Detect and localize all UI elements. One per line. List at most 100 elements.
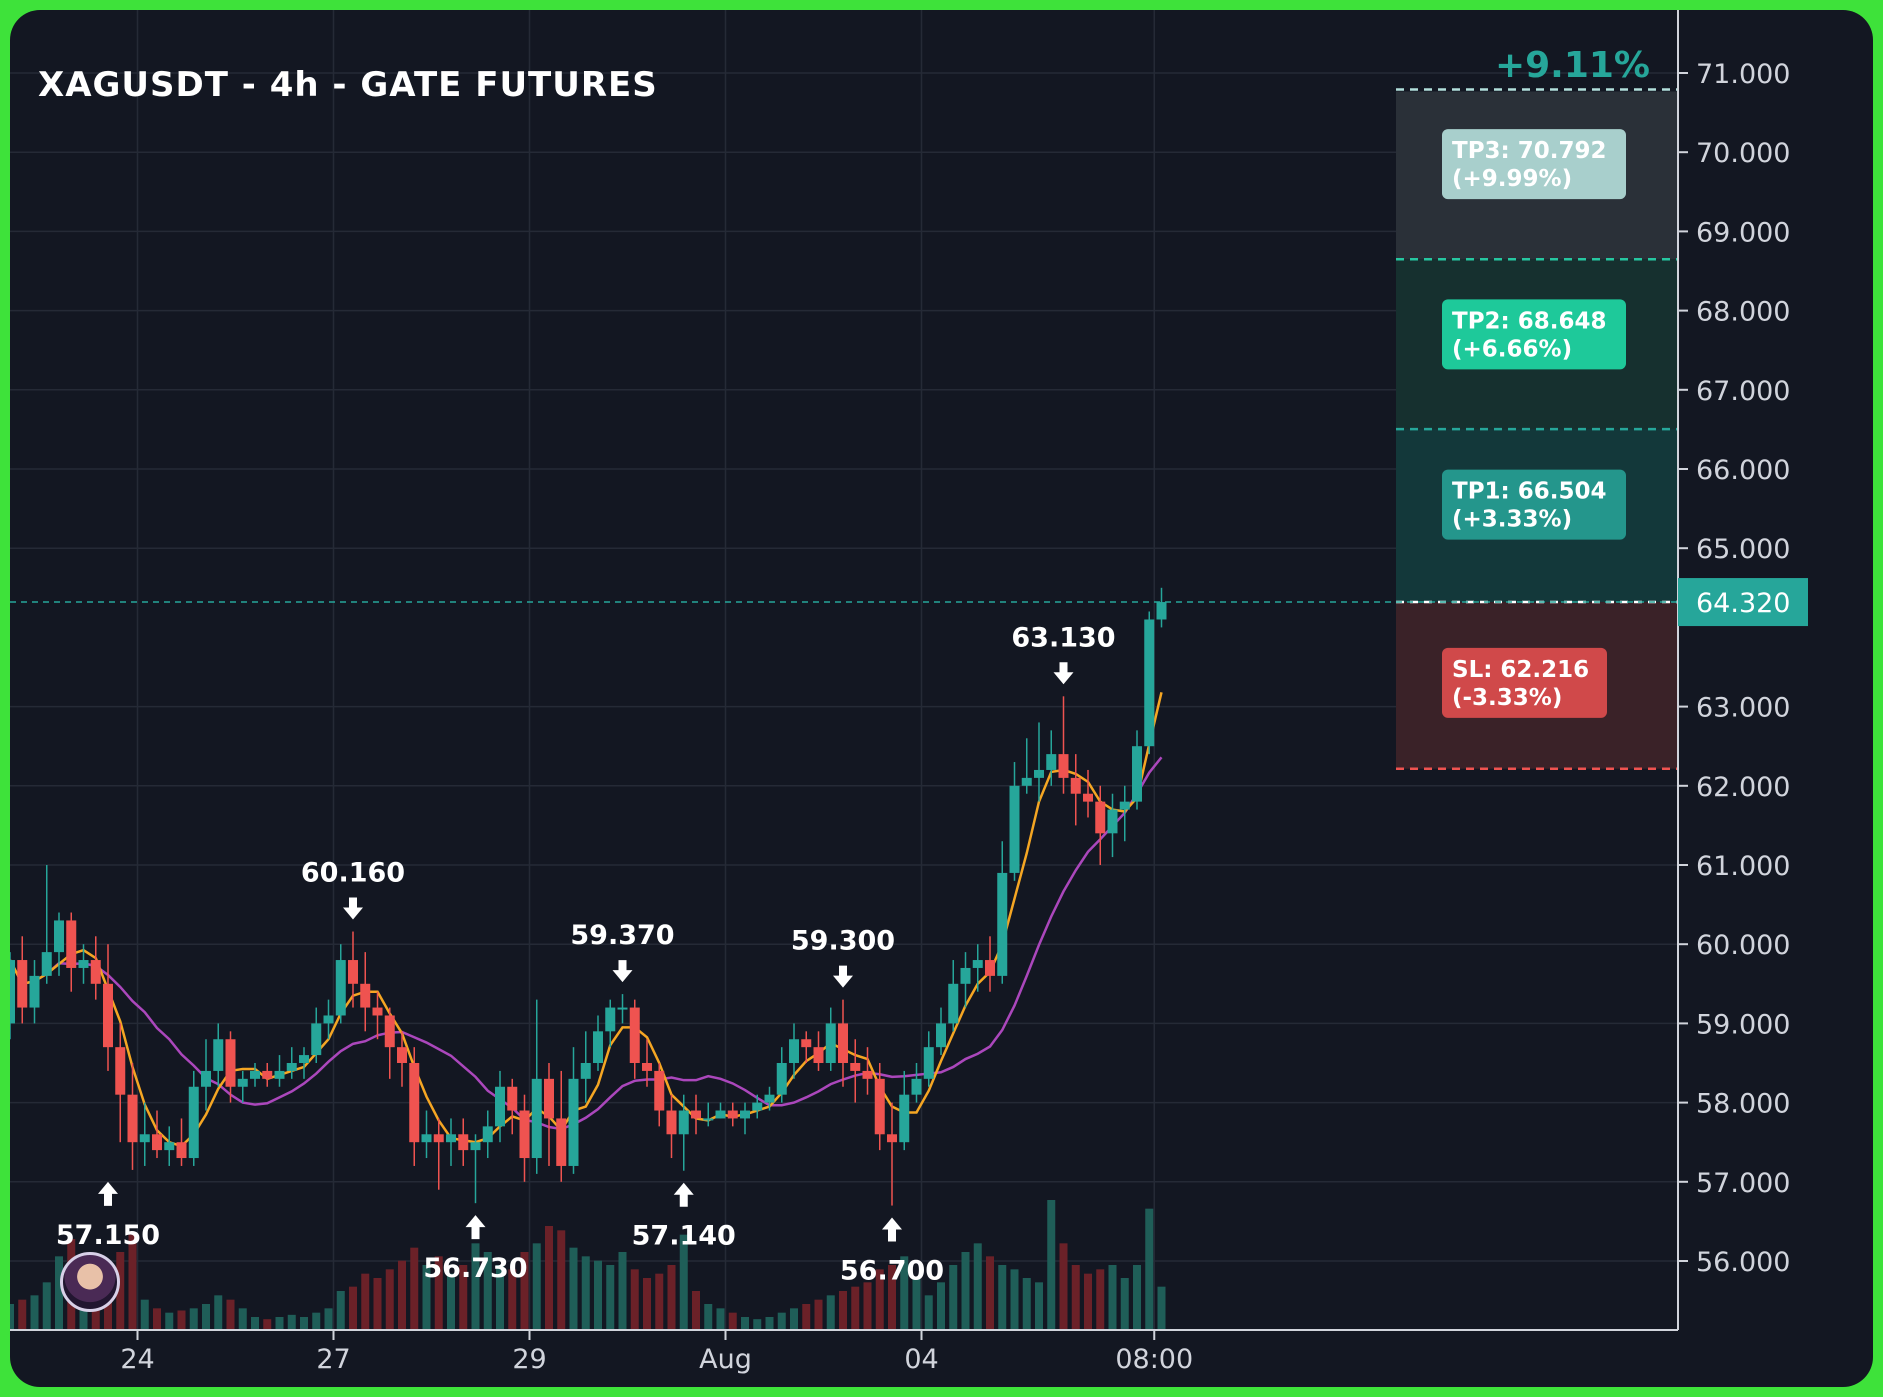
candle-body xyxy=(311,1023,322,1056)
candle-body xyxy=(139,1134,150,1143)
candle xyxy=(1046,730,1057,786)
candle xyxy=(948,960,959,1032)
candle-body xyxy=(482,1126,493,1143)
volume-bar xyxy=(826,1295,835,1330)
candle xyxy=(201,1039,211,1111)
volume-bar xyxy=(1071,1265,1080,1330)
volume-bar xyxy=(410,1247,419,1330)
candle-body xyxy=(789,1039,799,1063)
candle-body xyxy=(360,983,371,1008)
candle xyxy=(1119,785,1130,842)
candle-body xyxy=(617,1007,628,1010)
candle-body xyxy=(997,872,1008,976)
candle-body xyxy=(78,960,89,968)
candle-body xyxy=(874,1078,885,1135)
candle xyxy=(384,1007,395,1079)
candle xyxy=(1156,587,1167,628)
candle xyxy=(1021,738,1032,794)
candle xyxy=(519,1094,530,1182)
volume-bar xyxy=(153,1308,161,1330)
level-label-pct: (+3.33%) xyxy=(1452,507,1572,533)
volume-bar xyxy=(434,1256,443,1330)
volume-bar xyxy=(202,1304,210,1330)
level-label-pct: (+9.99%) xyxy=(1452,166,1572,192)
candlestick-chart[interactable]: 57.150 60.160 56.730 59.370 57.140 59.300 56.7… xyxy=(10,10,1873,1387)
candle-body xyxy=(776,1063,787,1095)
candle xyxy=(740,1102,750,1135)
volume-bar xyxy=(557,1230,566,1330)
volume-bar xyxy=(385,1269,394,1330)
candle-body xyxy=(948,983,959,1024)
volume-bar xyxy=(373,1278,382,1330)
volume-bar xyxy=(275,1317,284,1330)
candle-body xyxy=(103,983,113,1048)
price-annotation: 57.150 xyxy=(56,1181,160,1251)
current-price-label: 64.320 xyxy=(1696,588,1790,619)
candle xyxy=(691,1094,701,1135)
volume-bar xyxy=(888,1265,896,1330)
moving-average-fast xyxy=(10,692,1163,1148)
candle xyxy=(421,1110,432,1159)
candle-body xyxy=(972,960,983,968)
candle-body xyxy=(813,1047,824,1063)
candle xyxy=(115,1023,126,1143)
candle-body xyxy=(556,1118,567,1166)
candle xyxy=(1070,754,1081,826)
candle xyxy=(17,936,28,1024)
candle xyxy=(90,936,101,1000)
level-label-bg xyxy=(1442,129,1626,200)
candle-body xyxy=(1034,769,1044,778)
volume-bar xyxy=(30,1295,39,1330)
candle-body xyxy=(1046,754,1057,770)
volume-bar xyxy=(140,1299,149,1330)
candle xyxy=(139,1102,150,1166)
y-tick-label: 57.000 xyxy=(1696,1168,1790,1199)
volume-bar xyxy=(238,1308,247,1330)
candle-body xyxy=(899,1094,910,1143)
annotation-label: 57.140 xyxy=(632,1221,736,1252)
candle xyxy=(715,1102,726,1119)
x-tick-label: Aug xyxy=(699,1344,752,1375)
candle-body xyxy=(17,960,28,1008)
candle xyxy=(997,841,1008,984)
volume-bar xyxy=(349,1286,357,1330)
candle-body xyxy=(519,1110,530,1159)
price-annotation: 60.160 xyxy=(301,858,405,920)
y-tick-label: 67.000 xyxy=(1696,376,1790,407)
price-annotation: 63.130 xyxy=(1011,622,1116,685)
y-tick-label: 56.000 xyxy=(1696,1247,1790,1278)
candle-body xyxy=(164,1142,175,1151)
volume-bar xyxy=(1133,1265,1141,1330)
volume-bar xyxy=(875,1269,884,1330)
candle xyxy=(580,1031,591,1103)
candle-body xyxy=(1107,809,1118,834)
candle xyxy=(360,952,371,1032)
volume-bar xyxy=(790,1308,798,1330)
volume-bar xyxy=(398,1260,406,1330)
candle-body xyxy=(1119,801,1130,810)
candle xyxy=(372,991,383,1040)
candle-body xyxy=(127,1094,138,1143)
volume-bar xyxy=(226,1299,235,1330)
candle-body xyxy=(715,1110,726,1119)
candle xyxy=(433,1118,444,1190)
candle xyxy=(752,1094,763,1119)
volume-bar xyxy=(287,1314,296,1330)
volume-bar xyxy=(545,1226,553,1330)
candle xyxy=(152,1110,162,1159)
candle xyxy=(66,912,77,992)
volume-bar xyxy=(300,1317,308,1330)
volume-bar xyxy=(55,1256,63,1330)
candle-body xyxy=(66,920,77,968)
candle xyxy=(678,1094,689,1171)
candle xyxy=(1132,730,1142,810)
candle-body xyxy=(286,1063,297,1071)
y-tick-label: 59.000 xyxy=(1696,1009,1790,1040)
volume-bar xyxy=(361,1273,370,1330)
tp2-label: TP2: 68.648(+6.66%) xyxy=(1442,299,1626,370)
volume-bar xyxy=(508,1269,517,1330)
candle xyxy=(544,1063,554,1166)
price-annotation: 56.730 xyxy=(423,1215,528,1284)
x-tick-label: 24 xyxy=(120,1344,154,1375)
volume-bar xyxy=(594,1260,602,1330)
